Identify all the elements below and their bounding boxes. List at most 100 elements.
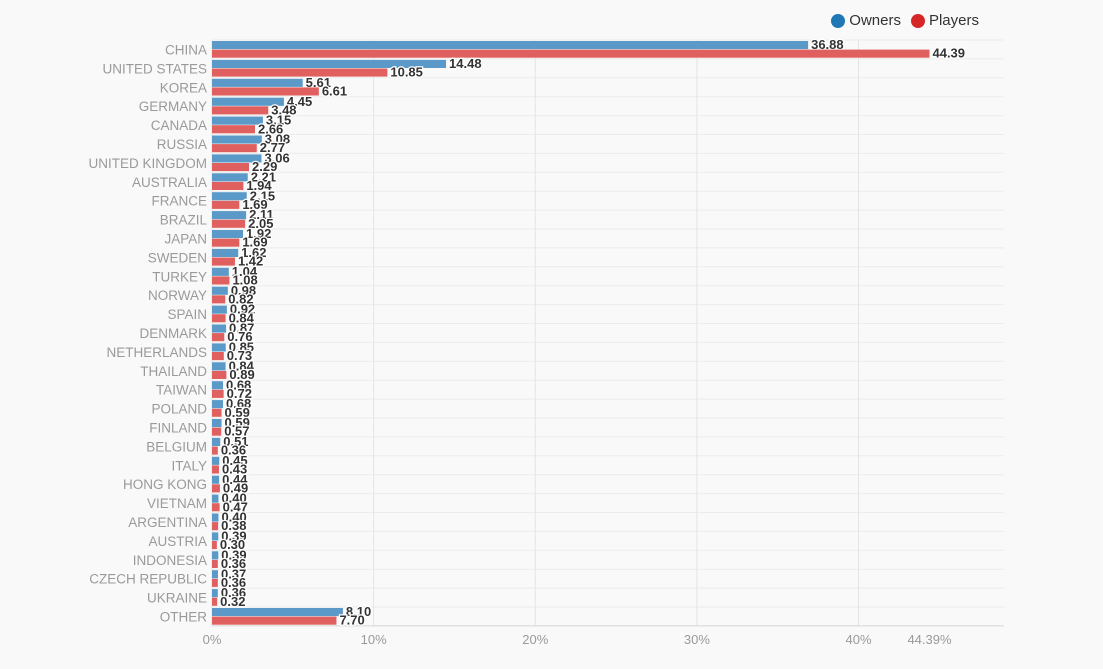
bar-players — [212, 427, 222, 436]
data-label-players: 0.36 — [221, 556, 246, 571]
data-label-players: 1.42 — [238, 254, 263, 269]
data-label-owners: 0.84 — [229, 358, 255, 373]
category-label: DENMARK — [139, 326, 207, 341]
data-label-owners: 2.21 — [251, 169, 276, 184]
data-label-players: 0.76 — [227, 329, 252, 344]
data-label-players: 1.08 — [232, 273, 257, 288]
bar-owners — [212, 475, 220, 484]
category-label: NORWAY — [148, 288, 207, 303]
bar-owners — [212, 324, 227, 333]
data-label-owners: 0.59 — [225, 415, 250, 430]
category-label: POLAND — [151, 402, 207, 417]
bar-players — [212, 238, 240, 247]
data-label-owners: 1.92 — [246, 226, 271, 241]
category-label: JAPAN — [164, 231, 207, 246]
bar-owners — [212, 230, 244, 239]
category-label: ITALY — [171, 458, 207, 473]
category-label: UNITED STATES — [102, 61, 207, 76]
category-label: ARGENTINA — [128, 515, 207, 530]
bar-players — [212, 257, 235, 266]
bar-owners — [212, 589, 218, 598]
bar-owners — [212, 116, 263, 125]
data-label-owners: 0.40 — [221, 491, 246, 506]
data-label-owners: 0.44 — [222, 472, 248, 487]
bar-owners — [212, 419, 222, 428]
x-tick-label: 20% — [522, 632, 548, 647]
bar-players — [212, 541, 217, 550]
x-tick-label: 40% — [846, 632, 872, 647]
bar-owners — [212, 59, 447, 68]
data-label-players: 0.36 — [221, 443, 246, 458]
data-label-owners: 1.62 — [241, 245, 266, 260]
category-label: KOREA — [160, 80, 207, 95]
bar-players — [212, 389, 224, 398]
bar-players — [212, 276, 230, 285]
data-label-owners: 0.39 — [221, 529, 246, 544]
bar-players — [212, 597, 218, 606]
data-label-players: 0.59 — [225, 405, 250, 420]
bar-players — [212, 87, 319, 96]
bar-players — [212, 616, 337, 625]
legend-item-players[interactable]: Players — [910, 12, 979, 29]
bar-owners — [212, 513, 219, 522]
legend: Owners Players — [831, 12, 979, 29]
bar-owners — [212, 305, 227, 314]
data-label-owners: 3.08 — [265, 132, 290, 147]
data-label-owners: 3.15 — [266, 113, 291, 128]
data-label-owners: 2.11 — [249, 207, 274, 222]
data-label-players: 1.69 — [242, 235, 267, 250]
data-label-owners: 36.88 — [811, 37, 844, 52]
category-label: BRAZIL — [160, 213, 208, 228]
bar-owners — [212, 343, 226, 352]
bar-owners — [212, 456, 220, 465]
data-label-owners: 0.51 — [223, 434, 248, 449]
bar-owners — [212, 608, 343, 617]
data-label-owners: 0.98 — [231, 283, 256, 298]
bar-players — [212, 295, 226, 304]
bar-owners — [212, 437, 221, 446]
category-label: OTHER — [160, 609, 208, 624]
bar-owners — [212, 41, 809, 50]
data-label-players: 0.57 — [224, 424, 249, 439]
data-label-players: 10.85 — [390, 65, 423, 80]
category-label: GERMANY — [139, 99, 207, 114]
data-label-owners: 0.37 — [221, 566, 246, 581]
data-label-players: 3.48 — [271, 102, 296, 117]
data-label-owners: 2.15 — [250, 188, 275, 203]
x-tick-label: 10% — [361, 632, 387, 647]
category-label: FRANCE — [151, 194, 207, 209]
category-label: RUSSIA — [157, 137, 207, 152]
data-label-players: 6.61 — [322, 84, 347, 99]
bar-players — [212, 314, 226, 323]
bar-owners — [212, 551, 219, 560]
category-label: AUSTRALIA — [132, 175, 207, 190]
bar-owners — [212, 211, 247, 220]
bar-owners — [212, 494, 219, 503]
data-label-owners: 0.87 — [229, 321, 254, 336]
legend-label-players: Players — [928, 12, 979, 29]
category-label: TAIWAN — [156, 383, 207, 398]
data-label-owners: 1.04 — [232, 264, 258, 279]
data-label-players: 0.84 — [229, 310, 255, 325]
data-label-players: 0.89 — [229, 367, 254, 382]
category-label: HONG KONG — [123, 477, 207, 492]
bar-owners — [212, 400, 223, 409]
data-label-owners: 0.40 — [221, 510, 246, 525]
legend-dot-owners — [831, 13, 846, 28]
bar-players — [212, 484, 220, 493]
bar-players — [212, 200, 240, 209]
category-label: BELGIUM — [146, 439, 207, 454]
data-label-players: 0.30 — [220, 537, 245, 552]
data-label-owners: 14.48 — [449, 56, 482, 71]
category-label: SWEDEN — [148, 250, 207, 265]
bar-players — [212, 503, 220, 512]
data-label-players: 0.43 — [222, 462, 247, 477]
bar-owners — [212, 286, 228, 295]
category-label: INDONESIA — [133, 553, 207, 568]
legend-item-owners[interactable]: Owners — [831, 12, 901, 29]
data-label-players: 2.77 — [260, 140, 285, 155]
data-label-players: 2.05 — [248, 216, 273, 231]
bar-players — [212, 352, 224, 361]
category-label: VIETNAM — [147, 496, 207, 511]
